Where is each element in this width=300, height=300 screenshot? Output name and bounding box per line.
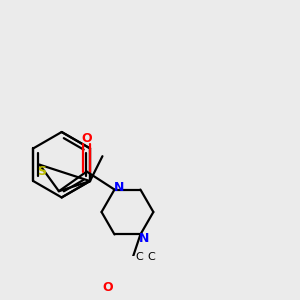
Text: C: C: [147, 252, 155, 262]
Text: N: N: [114, 182, 124, 194]
Text: N: N: [139, 232, 149, 245]
Text: S: S: [37, 165, 46, 178]
Text: O: O: [102, 281, 113, 294]
Text: C: C: [136, 252, 143, 262]
Text: O: O: [81, 132, 92, 145]
